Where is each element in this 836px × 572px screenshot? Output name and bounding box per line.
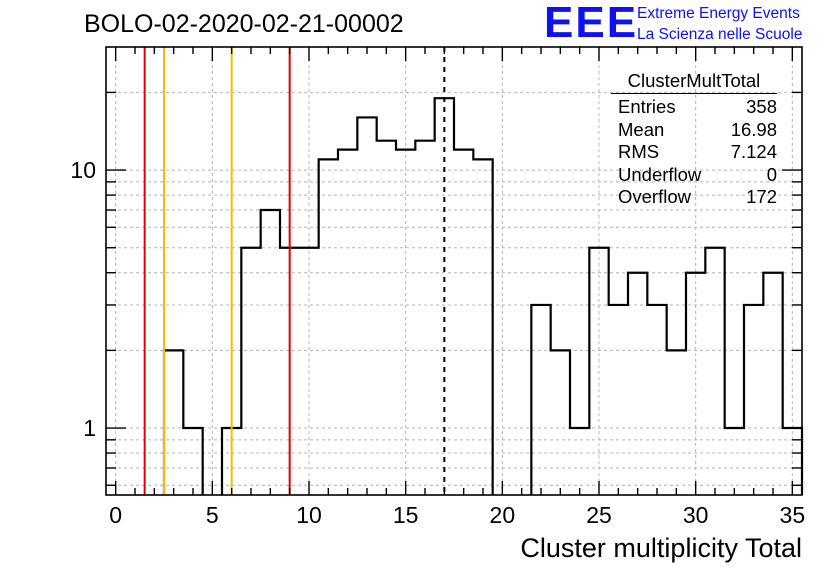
- stats-row-rms: RMS 7.124: [611, 141, 777, 164]
- x-tick-label: 20: [490, 502, 516, 528]
- x-tick-label: 25: [586, 502, 612, 528]
- histogram-bin: [454, 150, 473, 495]
- histogram-bin: [667, 350, 686, 495]
- histogram-bin: [531, 305, 550, 495]
- x-tick-label: 0: [109, 502, 122, 528]
- stats-value: 172: [746, 186, 777, 207]
- histogram-bin: [261, 210, 280, 495]
- histogram-bin: [473, 159, 492, 495]
- histogram-bin: [357, 117, 376, 495]
- histogram-bin: [686, 273, 705, 495]
- logo-line-2: La Scienza nelle Scuole: [637, 26, 803, 43]
- eee-logo: EEE Extreme Energy Events La Scienza nel…: [544, 0, 834, 47]
- stats-value: 0: [766, 163, 777, 185]
- histogram-bin: [241, 248, 260, 495]
- stats-box: ClusterMultTotal Entries 358 Mean 16.98 …: [611, 70, 777, 209]
- histogram-bin: [628, 273, 647, 495]
- histogram-bin: [396, 150, 415, 495]
- plot-title: BOLO-02-2020-02-21-00002: [84, 10, 404, 38]
- eee-logo-mark: EEE: [544, 0, 639, 47]
- histogram-bin: [609, 305, 628, 495]
- histogram-bin: [551, 350, 570, 495]
- histogram-bin: [589, 248, 608, 495]
- histogram-bin: [763, 273, 782, 495]
- stats-row-mean: Mean 16.98: [611, 119, 777, 142]
- stats-label: Underflow: [618, 163, 702, 185]
- histogram-bin: [319, 159, 338, 495]
- x-tick-label: 10: [296, 502, 322, 528]
- histogram-bin: [744, 305, 763, 495]
- y-tick-label: 10: [70, 157, 96, 183]
- histogram-bin: [338, 150, 357, 495]
- x-tick-label: 30: [683, 502, 709, 528]
- logo-line-1: Extreme Energy Events: [637, 5, 800, 22]
- stats-value: 358: [746, 96, 777, 117]
- stats-title: ClusterMultTotal: [611, 70, 777, 94]
- histogram-bin: [299, 248, 318, 495]
- x-tick-label: 15: [393, 502, 419, 528]
- stats-label: Entries: [618, 96, 676, 117]
- stats-row-entries: Entries 358: [611, 96, 777, 119]
- y-tick-label: 1: [83, 415, 96, 441]
- stats-row-underflow: Underflow 0: [611, 164, 777, 187]
- histogram-bin: [415, 141, 434, 495]
- histogram-bin: [705, 248, 724, 495]
- stats-row-overflow: Overflow 172: [611, 186, 777, 209]
- histogram-bin: [647, 305, 666, 495]
- histogram-bin: [183, 428, 202, 495]
- x-axis-label: Cluster multiplicity Total: [520, 533, 802, 563]
- plot-frame: [105, 46, 803, 496]
- histogram-bin: [377, 141, 396, 495]
- stats-value: 16.98: [730, 118, 777, 140]
- stats-label: RMS: [618, 141, 660, 162]
- stats-label: Mean: [618, 118, 665, 140]
- stats-label: Overflow: [618, 186, 691, 207]
- x-tick-label: 5: [206, 502, 219, 528]
- x-tick-label: 35: [780, 502, 806, 528]
- histogram-bin: [164, 350, 183, 495]
- histogram-bin: [570, 428, 589, 495]
- histogram-bin: [725, 428, 744, 495]
- stats-value: 7.124: [730, 141, 777, 162]
